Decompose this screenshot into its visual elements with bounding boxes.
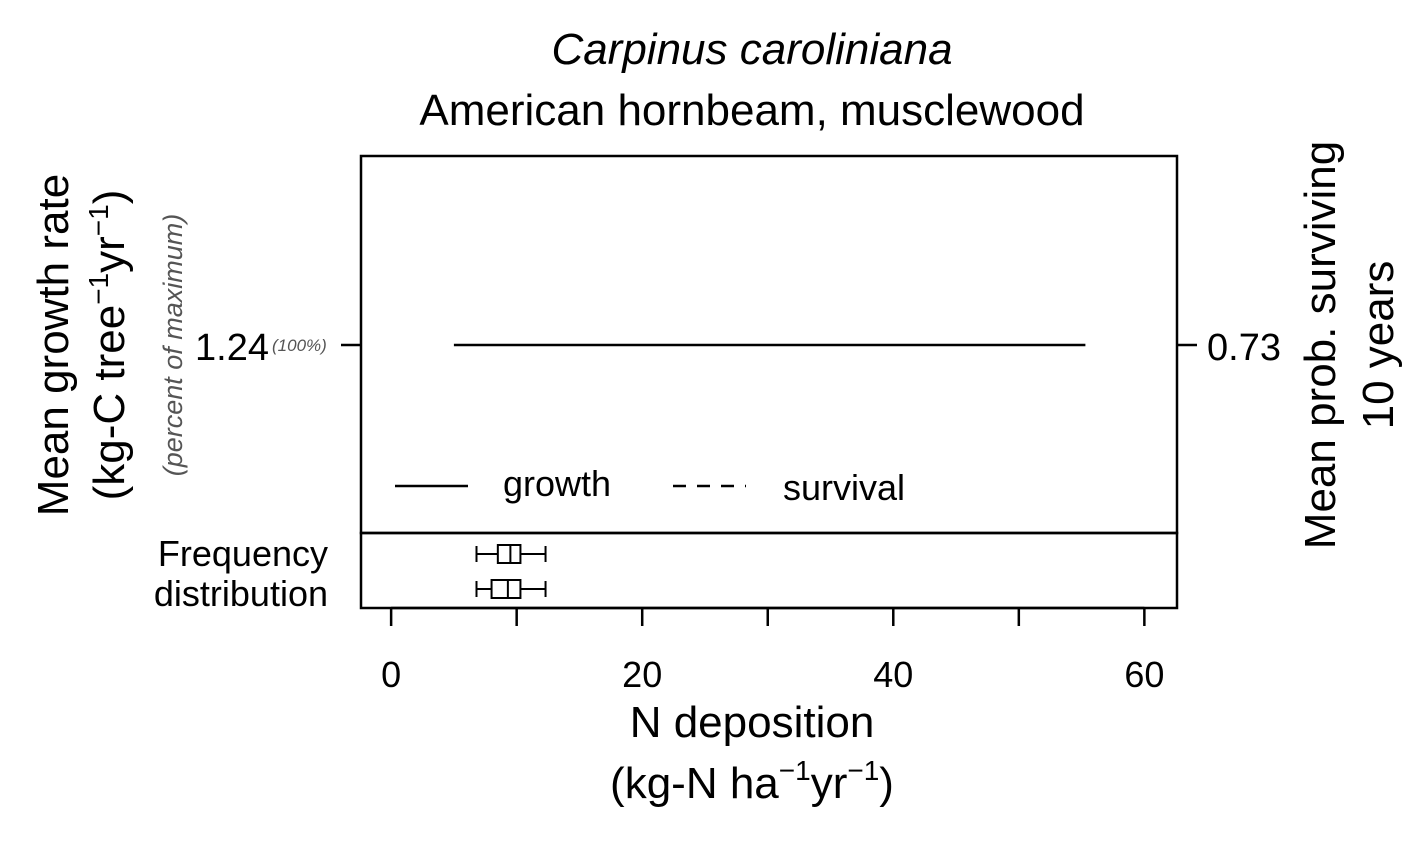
boxplot-layer [475,544,547,599]
x-tick-label: 60 [1124,654,1164,695]
x-tick-label: 0 [381,654,401,695]
left-y-units-part2: yr [85,236,134,273]
legend-survival-label: survival [783,467,905,508]
left-y-axis-note: (percent of maximum) [158,214,188,477]
x-units-sup1: −1 [779,755,811,786]
right-y-axis-label-line1: Mean prob. surviving [1296,141,1345,549]
left-y-tick-note: (100%) [272,336,327,355]
frequency-label-line2: distribution [154,573,328,614]
boxplot-box [496,544,522,564]
right-y-axis-label-line2: 10 years [1354,261,1403,430]
x-axis: 0 20 40 60 [381,606,1164,695]
legend: growth survival [395,463,905,508]
left-y-axis-label: Mean growth rate [29,174,78,516]
boxplot-2 [475,579,547,599]
left-y-axis-units: (kg-C tree−1yr−1) [83,190,134,501]
x-units-sup2: −1 [847,755,879,786]
x-tick-label: 20 [622,654,662,695]
left-y-tick-label: 1.24 [195,327,269,369]
frequency-label-line1: Frequency [158,533,328,574]
boxplot-1 [475,544,547,564]
x-units-part2: yr [811,759,848,808]
x-units-part3: ) [879,759,894,808]
left-y-units-part1: (kg-C tree [85,305,134,501]
left-y-units-part3: ) [85,190,134,205]
left-y-units-sup1: −1 [83,273,114,305]
frequency-panel-frame [359,531,1179,610]
left-y-units-sup2: −1 [83,204,114,236]
legend-growth-label: growth [503,463,611,504]
x-axis-units: (kg-N ha−1yr−1) [610,755,894,808]
x-axis-label: N deposition [630,698,875,747]
chart-subtitle: American hornbeam, musclewood [419,86,1084,135]
chart-title: Carpinus caroliniana [551,25,952,74]
x-tick-label: 40 [873,654,913,695]
x-units-part1: (kg-N ha [610,759,779,808]
right-y-tick-label: 0.73 [1207,327,1281,369]
boxplot-box [490,579,522,599]
